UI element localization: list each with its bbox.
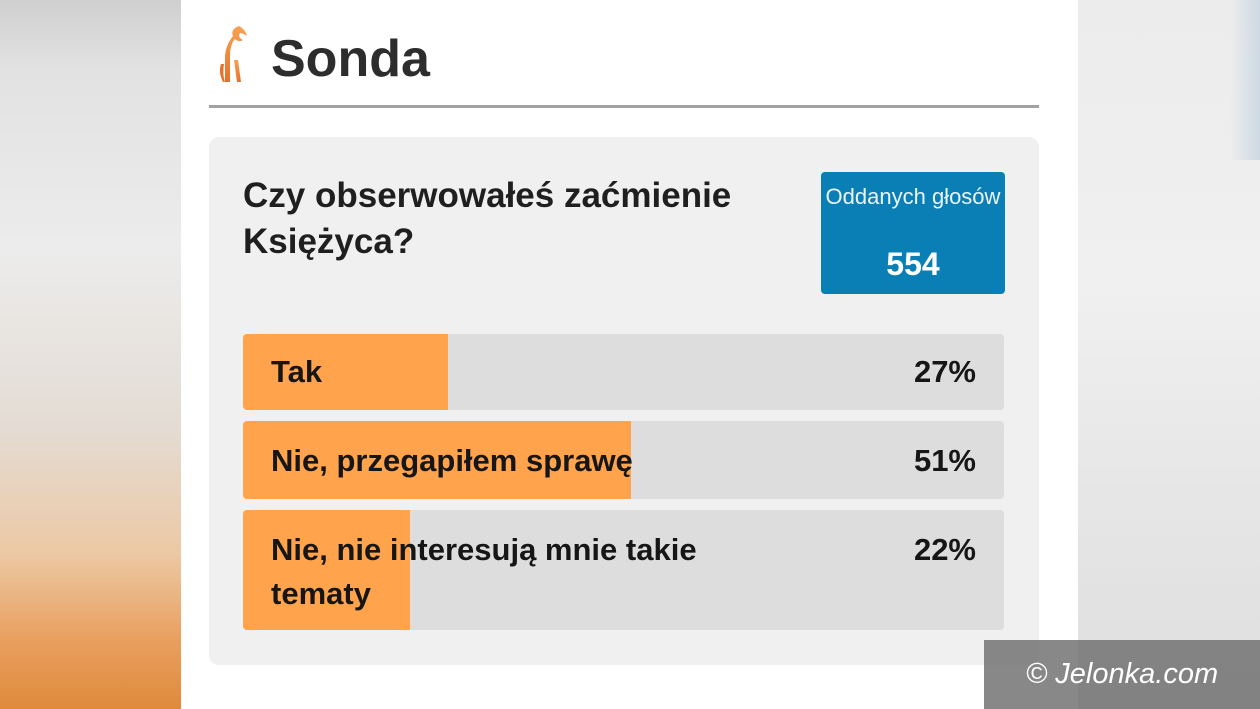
poll-option-label: Tak <box>271 354 323 389</box>
poll-option-tak[interactable]: Tak 27% <box>243 334 1004 410</box>
background-left <box>0 0 181 709</box>
poll-option-przegapilem[interactable]: Nie, przegapiłem sprawę 51% <box>243 421 1004 499</box>
poll-option-percent: 51% <box>913 443 976 478</box>
poll-option-nie-interesuja[interactable]: Nie, nie interesują mnie takie tematy 22… <box>243 510 1004 630</box>
poll-card: Czy obserwowałeś zaćmienie Księżyca? Odd… <box>209 137 1039 665</box>
section-title: Sonda <box>271 30 430 88</box>
copyright-watermark: © Jelonka.com <box>984 640 1260 709</box>
votes-label: Oddanych głosów <box>825 184 1001 209</box>
sonda-panel: Sonda Czy obserwowałeś zaćmienie Księżyc… <box>181 0 1078 709</box>
votes-count: 554 <box>886 246 940 282</box>
poll-question: Czy obserwowałeś zaćmienie Księżyca? <box>243 176 732 261</box>
deer-logo-icon <box>213 24 253 86</box>
poll-option-label: Nie, nie interesują mnie takie tematy <box>271 532 697 611</box>
poll-option-bar <box>243 334 449 410</box>
poll-option-percent: 27% <box>913 354 976 389</box>
section-header: Sonda <box>209 18 1039 88</box>
poll-option-percent: 22% <box>913 532 976 567</box>
poll-option-bar <box>243 421 632 499</box>
background-right <box>1078 0 1260 709</box>
poll-option-bar <box>243 510 411 630</box>
poll-option-label: Nie, przegapiłem sprawę <box>271 443 633 478</box>
header-divider <box>209 105 1039 108</box>
votes-badge: Oddanych głosów 554 <box>821 172 1005 294</box>
